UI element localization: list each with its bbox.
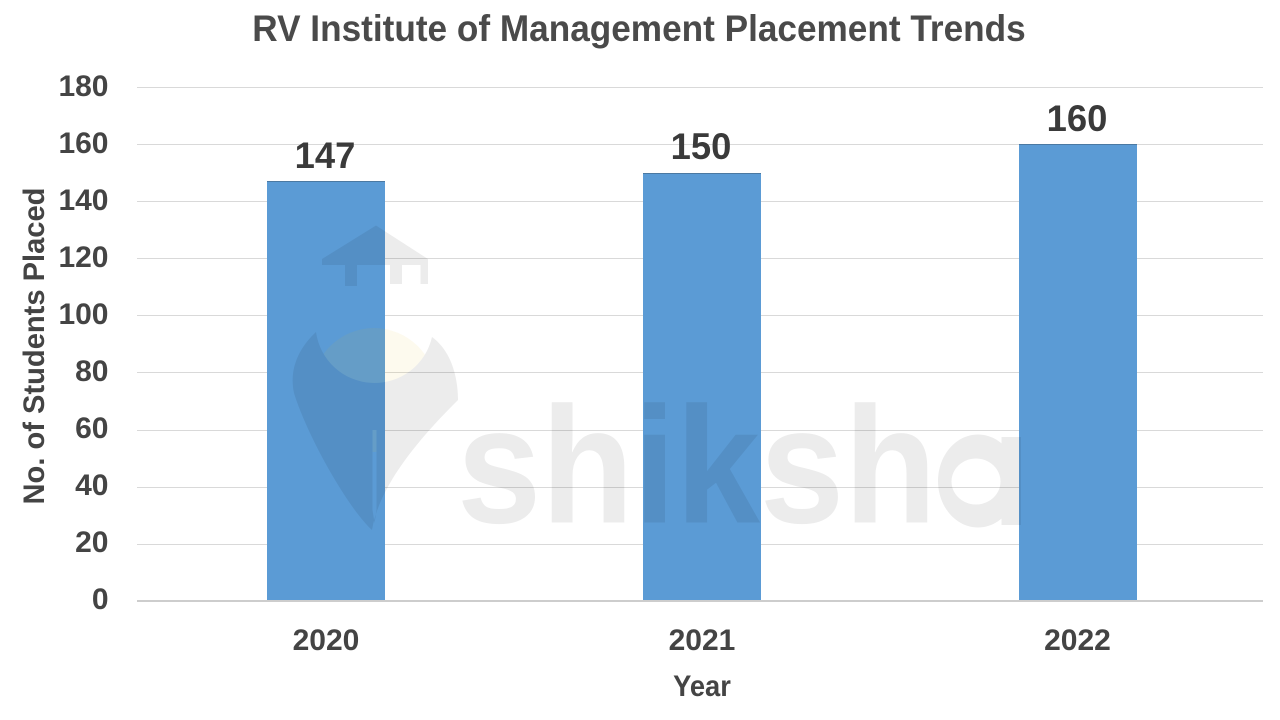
- svg-text:shiksh: shiksh: [457, 372, 937, 558]
